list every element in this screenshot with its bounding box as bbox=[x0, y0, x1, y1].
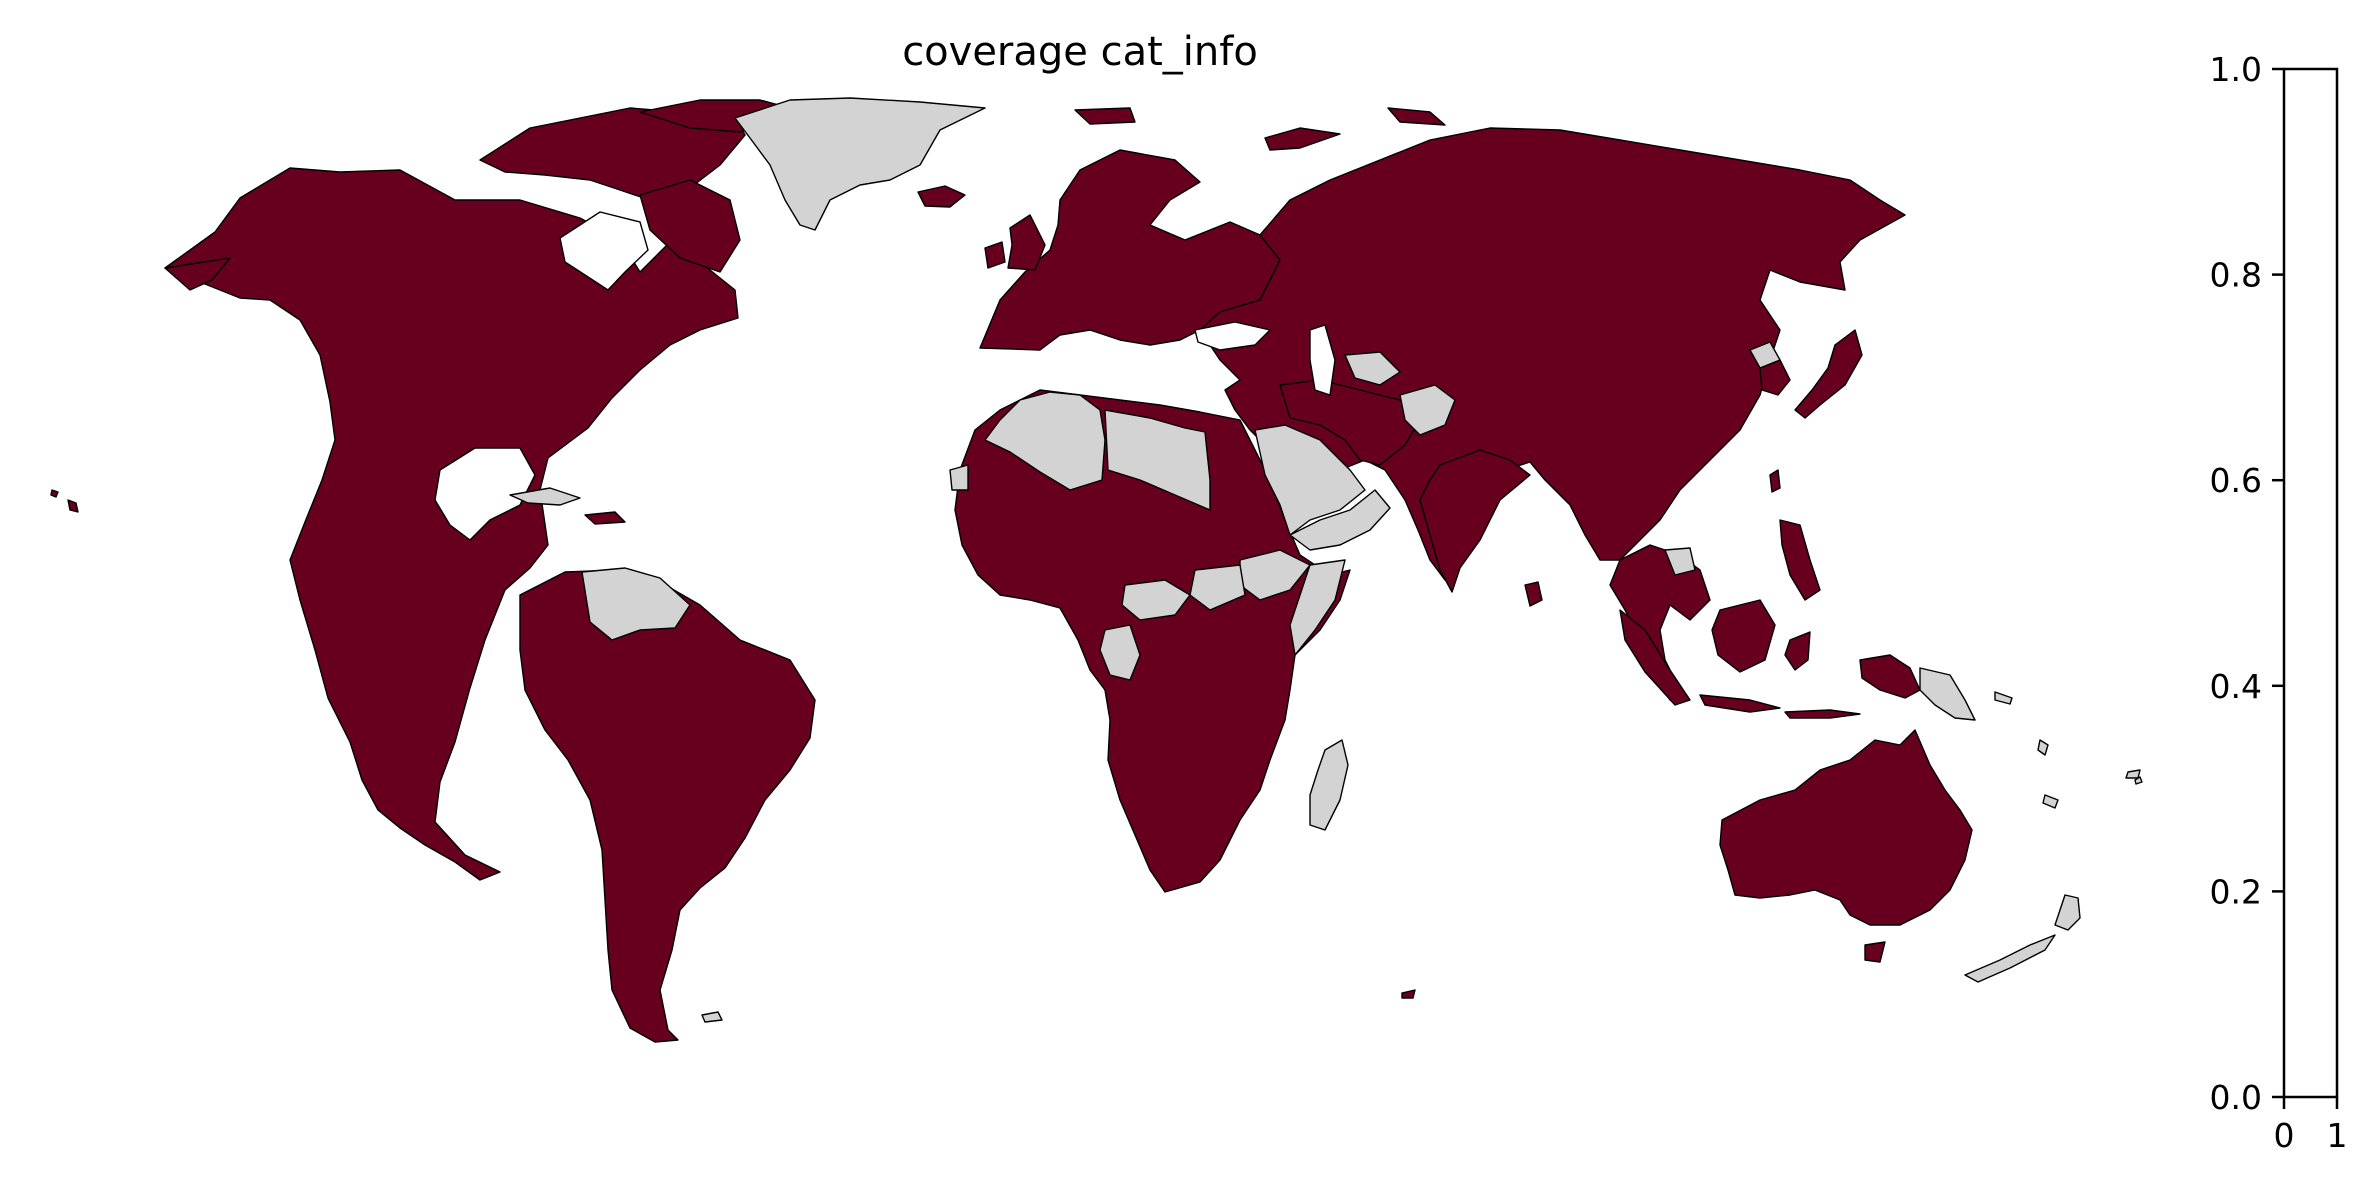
colorbar-frame bbox=[2282, 67, 2339, 1099]
region-europe bbox=[979, 149, 1281, 351]
country-madagascar bbox=[1309, 739, 1349, 831]
country-australia bbox=[1719, 729, 1973, 926]
colorbar-x-tick-label: 0 bbox=[2274, 1116, 2295, 1155]
country-saudi-arabia bbox=[1254, 424, 1366, 536]
country-taiwan bbox=[1769, 469, 1781, 493]
country-alaska-peninsula bbox=[164, 257, 231, 291]
country-cambodia bbox=[1664, 547, 1696, 576]
country-new-caledonia bbox=[2042, 794, 2059, 809]
water-hudson-bay bbox=[559, 211, 649, 291]
region-africa bbox=[954, 389, 1351, 893]
colorbar-y-tick-label: 1.0 bbox=[2210, 50, 2262, 89]
country-west-papua bbox=[1859, 654, 1921, 699]
region-pacific-islet bbox=[1401, 989, 1416, 999]
country-libya bbox=[1104, 409, 1211, 511]
country-somalia bbox=[1289, 559, 1346, 656]
country-south-america bbox=[519, 569, 816, 1043]
country-venezuela-guianas bbox=[581, 567, 691, 641]
country-papua-new-guinea bbox=[1919, 667, 1976, 721]
country-greenland bbox=[734, 97, 986, 231]
region-canadian-arctic bbox=[479, 107, 746, 201]
colorbar-x-tick-label: 1 bbox=[2327, 1116, 2348, 1155]
water-black-sea bbox=[1194, 321, 1272, 351]
country-sulawesi bbox=[1784, 631, 1811, 671]
country-solomon-islands bbox=[1994, 691, 2013, 705]
country-hispaniola bbox=[584, 511, 626, 525]
country-ireland bbox=[984, 241, 1006, 269]
country-tasmania bbox=[1864, 941, 1886, 963]
region-pacific-islet-east bbox=[2134, 776, 2143, 785]
colorbar-y-tick-label: 0.0 bbox=[2210, 1078, 2262, 1117]
country-algeria bbox=[984, 391, 1106, 491]
country-sumatra bbox=[1619, 609, 1691, 706]
country-philippines bbox=[1779, 519, 1821, 601]
country-falkland-islands bbox=[701, 1011, 723, 1023]
country-gabon-congo bbox=[1099, 624, 1141, 681]
country-fiji bbox=[2125, 769, 2141, 779]
country-united-kingdom bbox=[1007, 214, 1046, 271]
region-svalbard bbox=[1074, 107, 1136, 125]
country-north-korea bbox=[1749, 341, 1781, 369]
colorbar-y-tick-label: 0.8 bbox=[2210, 256, 2262, 295]
region-franz-josef bbox=[1387, 107, 1446, 126]
world-map bbox=[50, 97, 2143, 1043]
country-borneo bbox=[1711, 599, 1776, 673]
water-gulf-of-mexico bbox=[434, 447, 536, 541]
country-central-african-republic bbox=[1121, 579, 1191, 621]
water-caspian-sea bbox=[1309, 324, 1336, 396]
country-iceland bbox=[917, 185, 966, 208]
region-hawaii-small bbox=[50, 489, 59, 498]
colorbar-y-tick-label: 0.4 bbox=[2210, 667, 2262, 706]
country-afghanistan bbox=[1399, 384, 1456, 436]
colorbar-y-ticks: 0.0 0.2 0.4 0.6 0.8 1.0 bbox=[2210, 50, 2284, 1117]
country-south-sudan bbox=[1189, 564, 1246, 611]
colorbar-y-tick-label: 0.6 bbox=[2210, 461, 2262, 500]
country-lesser-sunda bbox=[1784, 709, 1861, 719]
country-western-sahara bbox=[949, 464, 969, 491]
country-java bbox=[1699, 694, 1781, 713]
country-turkmenistan bbox=[1344, 351, 1401, 386]
map-title: coverage cat_info bbox=[902, 29, 1258, 75]
region-novaya-zemlya bbox=[1264, 127, 1341, 151]
region-russia-asia bbox=[1199, 127, 1906, 581]
country-india bbox=[1419, 449, 1531, 593]
country-new-zealand-north bbox=[2054, 894, 2081, 931]
country-iran-iraq bbox=[1279, 379, 1421, 466]
country-oman-yemen bbox=[1289, 489, 1391, 551]
country-new-zealand-south bbox=[1964, 934, 2056, 983]
country-sri-lanka bbox=[1524, 581, 1543, 607]
region-hawaii bbox=[67, 499, 79, 513]
country-vanuatu bbox=[2037, 739, 2049, 756]
colorbar-y-tick-label: 0.2 bbox=[2210, 872, 2262, 911]
country-japan bbox=[1794, 329, 1863, 419]
region-baffin-island bbox=[639, 179, 741, 273]
country-cuba bbox=[509, 487, 581, 506]
